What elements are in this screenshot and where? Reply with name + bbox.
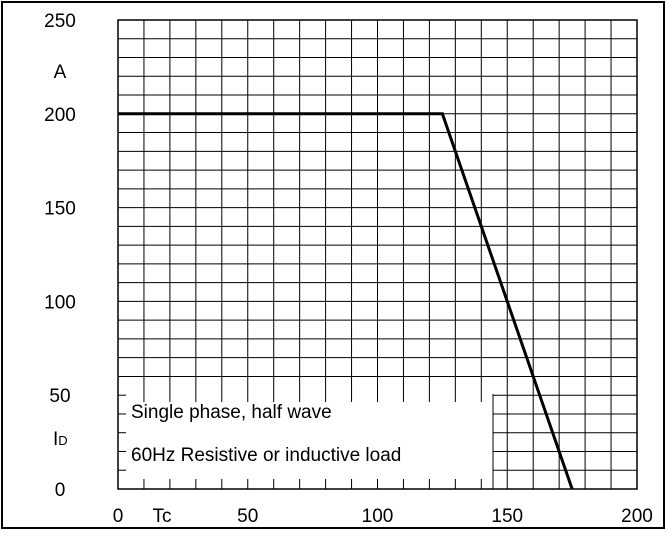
plot-frame bbox=[117, 19, 638, 490]
annotation-line-1: Single phase, half wave bbox=[131, 402, 332, 423]
y-axis-symbol-subscript: D bbox=[58, 433, 67, 448]
y-tick-label: 50 bbox=[49, 386, 70, 407]
x-tick-label: 50 bbox=[237, 506, 258, 527]
x-axis-label: Tc bbox=[153, 506, 172, 527]
annotation-line-2: 60Hz Resistive or inductive load bbox=[131, 445, 401, 466]
y-tick-label: 100 bbox=[44, 292, 76, 313]
y-tick-label: 0 bbox=[55, 480, 66, 501]
x-tick-label: 100 bbox=[362, 506, 394, 527]
annotation-box bbox=[118, 394, 493, 487]
series-layer bbox=[118, 112, 574, 490]
y-tick-label: 250 bbox=[44, 11, 76, 32]
y-axis-symbol-label: ID bbox=[53, 429, 68, 450]
y-axis-symbol-main: I bbox=[53, 429, 58, 450]
plot-area-border bbox=[117, 19, 638, 490]
x-tick-label: 150 bbox=[491, 506, 523, 527]
y-axis-unit-label: A bbox=[54, 62, 67, 83]
x-tick-label: 200 bbox=[621, 506, 653, 527]
x-tick-label: 0 bbox=[113, 506, 124, 527]
tick-labels: 0 50 100 150 200 0 50 100 150 200 250 bbox=[44, 11, 653, 527]
y-tick-label: 200 bbox=[44, 105, 76, 126]
y-tick-label: 150 bbox=[44, 199, 76, 220]
derating-curve-line bbox=[118, 112, 574, 490]
